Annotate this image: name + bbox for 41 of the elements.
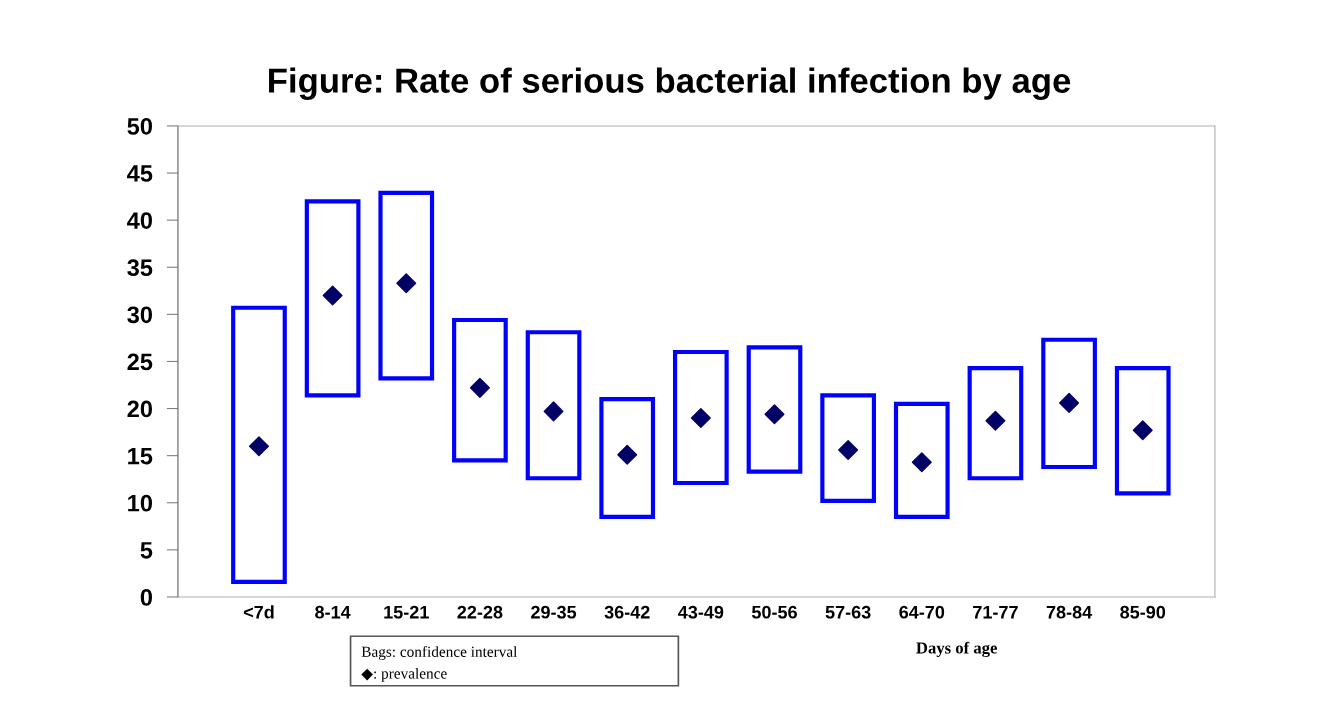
x-tick-label: 8-14 <box>315 605 351 619</box>
x-tick-label: 29-35 <box>531 605 577 619</box>
y-tick-label: 40 <box>127 212 152 229</box>
x-axis-title: Days of age <box>916 641 997 658</box>
point <box>838 439 859 461</box>
point <box>764 404 785 425</box>
y-tick-label: 5 <box>140 542 153 559</box>
point <box>911 452 932 473</box>
x-tick-label: 50-56 <box>751 605 797 619</box>
x-tick-label: 57-63 <box>825 605 871 619</box>
point <box>396 273 417 294</box>
x-tick-label: 15-21 <box>384 605 429 619</box>
text: Bags: confidence interval <box>361 645 518 661</box>
point <box>1059 392 1080 413</box>
y-tick-label: 15 <box>128 447 153 465</box>
point <box>469 377 490 398</box>
x-tick-label: 78-84 <box>1046 605 1093 619</box>
y-tick-label: 20 <box>127 400 152 418</box>
text: ◆: prevalence <box>361 667 447 682</box>
x-tick-label: 64-70 <box>899 605 945 619</box>
y-tick-label: 30 <box>127 306 152 324</box>
x-tick-label: <7d <box>243 605 274 619</box>
y-tick-label: 25 <box>127 353 153 371</box>
x-tick-label: 36-42 <box>604 605 650 619</box>
x-tick-label: 22-28 <box>457 605 503 619</box>
x-tick-label: 43-49 <box>678 605 724 619</box>
y-tick-label: 45 <box>127 165 153 182</box>
y-tick-label: 50 <box>127 118 152 135</box>
x-tick-label: 71-77 <box>973 605 1018 619</box>
y-tick-label: 0 <box>140 589 152 606</box>
x-tick-label: 85-90 <box>1120 605 1166 619</box>
point <box>322 285 343 306</box>
point <box>985 410 1006 431</box>
y-tick-label: 35 <box>127 259 153 277</box>
point <box>248 436 269 457</box>
point <box>1132 420 1153 441</box>
chart-title: Figure: Rate of serious bacterial infection by age <box>269 67 1071 100</box>
point <box>617 444 638 465</box>
point <box>690 407 711 428</box>
y-tick-label: 10 <box>128 494 152 512</box>
point <box>543 401 564 422</box>
